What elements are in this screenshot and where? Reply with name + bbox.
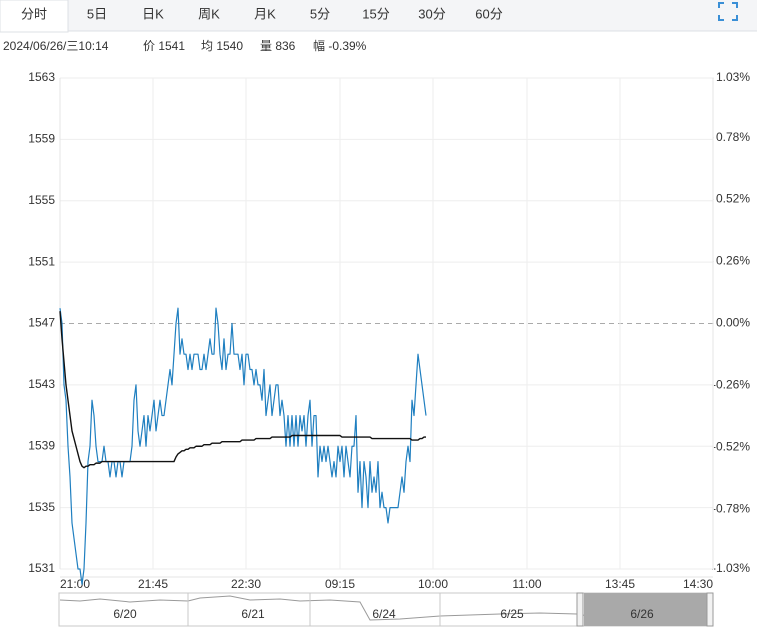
x-tick-label: 14:30 (683, 577, 713, 591)
y2-tick-label: 1.03% (716, 70, 750, 84)
y-tick-label: 1531 (28, 561, 55, 575)
navigator-handle[interactable] (706, 592, 714, 627)
navigator-label: 6/26 (630, 607, 654, 621)
tab[interactable]: 5日 (87, 6, 107, 21)
info-bar: 2024/06/26/三10:14 价 1541 均 1540 量 836 幅 … (3, 38, 367, 53)
y2-tick-label: 0.00% (716, 316, 750, 330)
y-tick-label: 1539 (28, 438, 55, 452)
y2-tick-label: -0.78% (712, 502, 750, 516)
tab[interactable]: 60分 (475, 6, 502, 21)
y2-tick-label: 0.26% (716, 254, 750, 268)
plot (59, 307, 427, 585)
y2-tick-label: -1.03% (712, 561, 750, 575)
tab[interactable]: 5分 (310, 6, 330, 21)
navigator-label: 6/20 (113, 607, 137, 621)
navigator-line (59, 595, 709, 621)
x-tick-label: 13:45 (605, 577, 635, 591)
info-avg: 均 1540 (201, 39, 243, 53)
info-time: 2024/06/26/三10:14 (3, 39, 109, 53)
y2-tick-label: 0.52% (716, 192, 750, 206)
navigator-label: 6/25 (500, 607, 524, 621)
x-tick-label: 21:00 (60, 577, 90, 591)
navigator-label: 6/24 (372, 607, 396, 621)
tabs: 分时 5日 日K 周K 月K 5分 15分 30分 60分 (21, 6, 503, 21)
tab[interactable]: 月K (254, 6, 276, 21)
x-tick-label: 22:30 (231, 577, 261, 591)
info-volume: 量 836 (260, 39, 296, 53)
x-tick-label: 21:45 (138, 577, 168, 591)
average-line (59, 311, 426, 469)
tab[interactable]: 分时 (21, 6, 47, 21)
navigator-dividers (187, 593, 441, 626)
y-tick-label: 1559 (28, 132, 55, 146)
y-tick-label: 1543 (28, 377, 55, 391)
y-tick-label: 1563 (28, 70, 55, 84)
tab[interactable]: 15分 (362, 6, 389, 21)
info-price: 价 1541 (143, 39, 185, 53)
tab[interactable]: 周K (198, 6, 220, 21)
info-change: 幅 -0.39% (313, 38, 367, 53)
navigator-labels: 6/20 6/21 6/24 6/25 6/26 (113, 607, 654, 621)
toolbar (0, 0, 757, 31)
navigator-selection[interactable] (584, 593, 708, 626)
fullscreen-icon[interactable] (718, 2, 738, 21)
grid: 1563 1559 1555 1551 1547 1543 1539 1535 1531 1.03… (28, 70, 750, 591)
tab[interactable]: 日K (142, 6, 164, 21)
y2-tick-label: -0.52% (712, 440, 750, 454)
y2-tick-label: 0.78% (716, 130, 750, 144)
y-tick-label: 1547 (28, 316, 55, 330)
navigator-label: 6/21 (241, 607, 265, 621)
x-tick-label: 09:15 (325, 577, 355, 591)
tab-selected-bg (0, 0, 69, 33)
tab[interactable]: 30分 (418, 6, 445, 21)
y-tick-label: 1551 (28, 254, 55, 268)
y-tick-label: 1535 (28, 500, 55, 514)
x-tick-label: 10:00 (418, 577, 448, 591)
price-line (59, 307, 427, 585)
y2-tick-label: -0.26% (712, 378, 750, 392)
navigator-handle[interactable] (576, 592, 584, 627)
y-tick-label: 1555 (28, 193, 55, 207)
navigator: 6/20 6/21 6/24 6/25 6/26 (58, 592, 714, 627)
x-tick-label: 11:00 (512, 577, 541, 591)
